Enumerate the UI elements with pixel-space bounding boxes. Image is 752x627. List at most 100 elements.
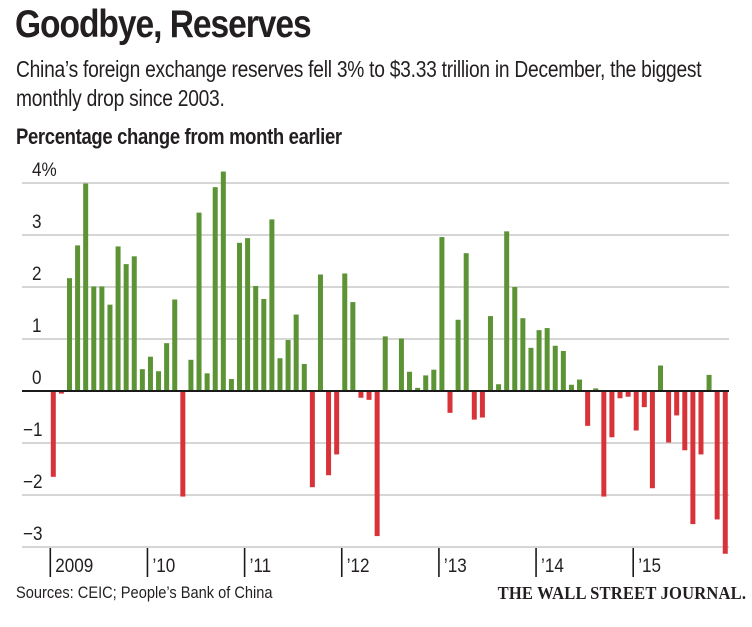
bar-positive (463, 253, 469, 391)
bar-negative (180, 391, 186, 497)
bar-positive (512, 287, 518, 391)
bar-positive (212, 187, 218, 391)
bar-positive (156, 371, 162, 391)
bar-positive (91, 286, 97, 391)
bars (50, 171, 728, 554)
bar-positive (261, 298, 267, 391)
x-axis-ticks: 2009 ’10 ’11 ’12 ’13 ’14 ’15 (49, 548, 661, 577)
bar-positive (382, 336, 388, 391)
bar-negative (714, 391, 720, 520)
chart-title: Goodbye, Reserves (15, 3, 312, 46)
bar-negative (374, 391, 380, 537)
bar-negative (625, 391, 631, 397)
bar-positive (577, 379, 583, 391)
y-axis-labels: 4% 3 2 1 0 −1 −2 −3 (23, 159, 57, 544)
bar-positive (83, 183, 89, 391)
bar-negative (447, 391, 453, 413)
bar-negative (674, 391, 680, 416)
x-tick-label: ’14 (541, 555, 564, 576)
bar-negative (722, 391, 728, 554)
bar-negative (601, 391, 607, 497)
bar-positive (496, 384, 502, 391)
source-note: Sources: CEIC; People’s Bank of China (16, 583, 273, 602)
bar-positive (415, 387, 421, 391)
bar-negative (641, 391, 647, 408)
bar-positive (253, 285, 259, 391)
bar-chart: 4% 3 2 1 0 −1 −2 −3 2009 ’10 ’11 ’12 ’13 ’14 ’15 (22, 159, 729, 577)
bar-positive (66, 278, 72, 391)
bar-positive (431, 369, 437, 391)
x-tick-label: ’15 (638, 555, 661, 576)
bar-positive (504, 231, 510, 391)
bar-positive (139, 369, 145, 391)
bar-negative (585, 391, 591, 426)
y-tick-label: 4% (32, 159, 57, 180)
bar-positive (147, 356, 153, 391)
bar-positive (277, 358, 283, 391)
bar-negative (326, 391, 332, 476)
bar-negative (698, 391, 704, 455)
chart-heading: Percentage change from month earlier (16, 124, 342, 149)
bar-positive (706, 374, 712, 391)
bar-positive (568, 384, 574, 391)
bar-positive (536, 330, 542, 391)
bar-positive (107, 304, 113, 391)
x-tick-label: ’11 (250, 555, 272, 576)
bar-positive (407, 371, 413, 391)
y-tick-label: −2 (23, 471, 42, 492)
bar-positive (317, 274, 323, 391)
bar-negative (358, 391, 364, 398)
x-tick-label: ’13 (444, 555, 467, 576)
y-tick-label: 2 (32, 263, 42, 284)
bar-positive (99, 286, 105, 391)
y-tick-label: 0 (32, 367, 42, 388)
bar-positive (350, 302, 356, 391)
bar-positive (172, 299, 178, 391)
bar-positive (520, 318, 526, 391)
bar-positive (123, 264, 129, 391)
bar-negative (633, 391, 639, 431)
bar-positive (439, 237, 445, 391)
bar-positive (293, 314, 299, 391)
bar-positive (188, 359, 194, 391)
publisher-logo: THE WALL STREET JOURNAL. (497, 583, 746, 603)
bar-negative (617, 391, 623, 399)
bar-negative (682, 391, 688, 451)
bar-positive (593, 388, 599, 391)
bar-positive (196, 212, 202, 391)
x-tick-label: ’10 (152, 555, 175, 576)
x-tick-label: 2009 (55, 555, 93, 576)
bar-positive (423, 375, 429, 391)
bar-positive (658, 365, 663, 391)
bar-positive (164, 343, 170, 391)
bar-positive (285, 340, 291, 391)
y-tick-label: 3 (32, 211, 42, 232)
bar-negative (471, 391, 477, 420)
bar-positive (560, 350, 566, 391)
bar-negative (334, 391, 340, 455)
bar-negative (309, 391, 315, 488)
bar-positive (237, 242, 243, 391)
bar-positive (528, 347, 534, 391)
y-tick-label: 1 (32, 315, 42, 336)
chart-subtitle: China’s foreign exchange reserves fell 3… (16, 56, 702, 111)
bar-positive (220, 171, 226, 391)
bar-negative (58, 391, 64, 394)
bar-positive (204, 373, 210, 391)
bar-positive (228, 379, 234, 391)
bar-negative (366, 391, 372, 400)
bar-positive (301, 363, 307, 391)
bar-negative (50, 391, 56, 477)
bar-negative (690, 391, 696, 525)
y-tick-label: −1 (23, 419, 42, 440)
x-tick-label: ’12 (347, 555, 370, 576)
bar-positive (269, 219, 275, 391)
bar-positive (115, 246, 121, 391)
bar-positive (544, 328, 550, 391)
bar-positive (552, 345, 558, 391)
bar-positive (75, 245, 81, 391)
bar-negative (666, 391, 672, 443)
bar-positive (455, 319, 461, 391)
bar-positive (131, 256, 137, 391)
bar-positive (342, 273, 348, 391)
